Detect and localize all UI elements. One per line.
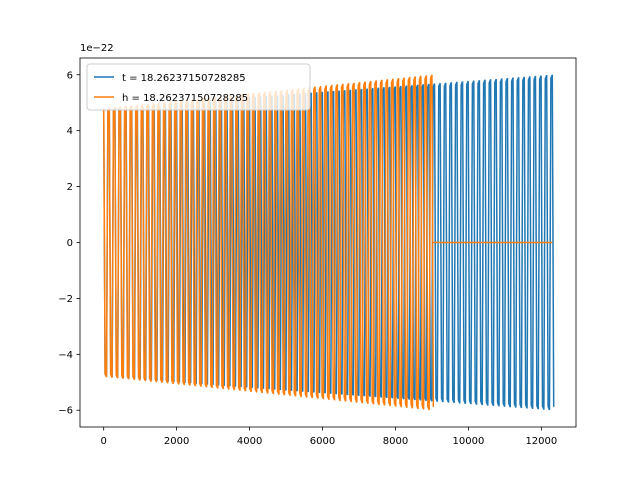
x-tick-label: 10000 — [453, 436, 485, 447]
y-tick-label: 6 — [67, 70, 73, 81]
y-offset-label: 1e−22 — [80, 43, 114, 54]
x-axis: 0 2000 4000 6000 8000 10000 12000 — [101, 427, 557, 447]
y-axis: −6 −4 −2 0 2 4 6 — [58, 70, 80, 417]
legend-box — [86, 63, 311, 111]
legend-label: h = 18.26237150728285 — [122, 93, 248, 104]
y-tick-label: −2 — [58, 294, 73, 305]
legend-label: t = 18.26237150728285 — [122, 73, 246, 84]
y-tick-label: −6 — [58, 406, 73, 417]
y-tick-label: −4 — [58, 350, 73, 361]
x-tick-label: 0 — [101, 436, 107, 447]
y-tick-label: 4 — [67, 126, 73, 137]
y-tick-label: 2 — [67, 182, 73, 193]
x-tick-label: 8000 — [383, 436, 408, 447]
x-tick-label: 6000 — [310, 436, 335, 447]
x-tick-label: 4000 — [237, 436, 262, 447]
x-tick-label: 12000 — [525, 436, 557, 447]
y-tick-label: 0 — [67, 238, 73, 249]
x-tick-label: 2000 — [164, 436, 189, 447]
legend: t = 18.26237150728285 h = 18.262371507282… — [86, 63, 311, 111]
